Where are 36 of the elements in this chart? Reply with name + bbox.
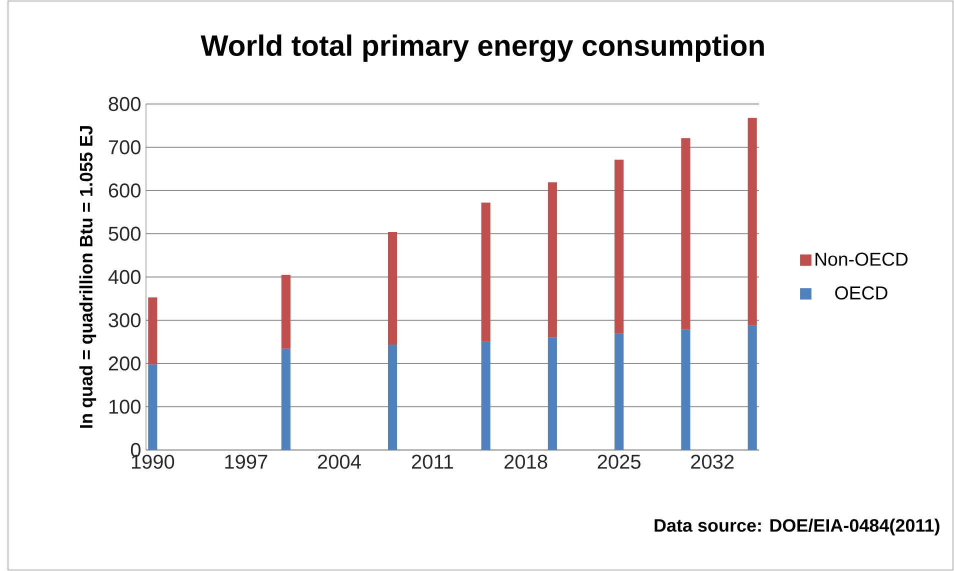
y-tick-label: 600: [108, 183, 140, 198]
bar: [281, 348, 290, 450]
x-tick-label: 2025: [598, 454, 640, 469]
y-tick-label: 400: [108, 270, 140, 284]
bar: [281, 274, 290, 349]
legend-label: OECD: [835, 286, 888, 300]
y-tick-label: 500: [108, 226, 140, 241]
bar: [614, 334, 624, 450]
x-tick-label: 2004: [318, 454, 361, 469]
x-tick-label: 2032: [691, 454, 734, 469]
bar: [548, 337, 557, 450]
bar: [748, 118, 757, 326]
bar: [148, 297, 158, 364]
bar: [548, 182, 557, 338]
bar: [388, 232, 398, 344]
x-tick-label: 2018: [504, 454, 548, 469]
y-tick-label: 800: [108, 96, 140, 112]
x-tick-label: 1997: [225, 454, 268, 469]
source-note: Data source: DOE/EIA-0484(2011): [654, 518, 940, 536]
y-tick-label: 700: [108, 140, 140, 154]
chart-title: World total primary energy consumption: [200, 34, 764, 62]
bar: [148, 364, 158, 450]
bar: [748, 325, 757, 450]
y-tick-label: 100: [109, 400, 140, 414]
y-tick-label: 300: [108, 313, 140, 328]
x-tick-label: 2011: [412, 454, 454, 469]
y-tick-label: 200: [108, 356, 140, 371]
bar: [481, 342, 490, 450]
bar: [681, 138, 690, 330]
legend-label: Non-OECD: [816, 252, 908, 266]
x-tick-label: 1990: [132, 454, 174, 469]
bar: [481, 202, 490, 342]
bar: [681, 330, 690, 450]
bar: [388, 344, 398, 450]
y-axis-title: In quad = quadrillion Btu = 1.055 EJ: [79, 126, 96, 428]
bar: [614, 160, 624, 334]
